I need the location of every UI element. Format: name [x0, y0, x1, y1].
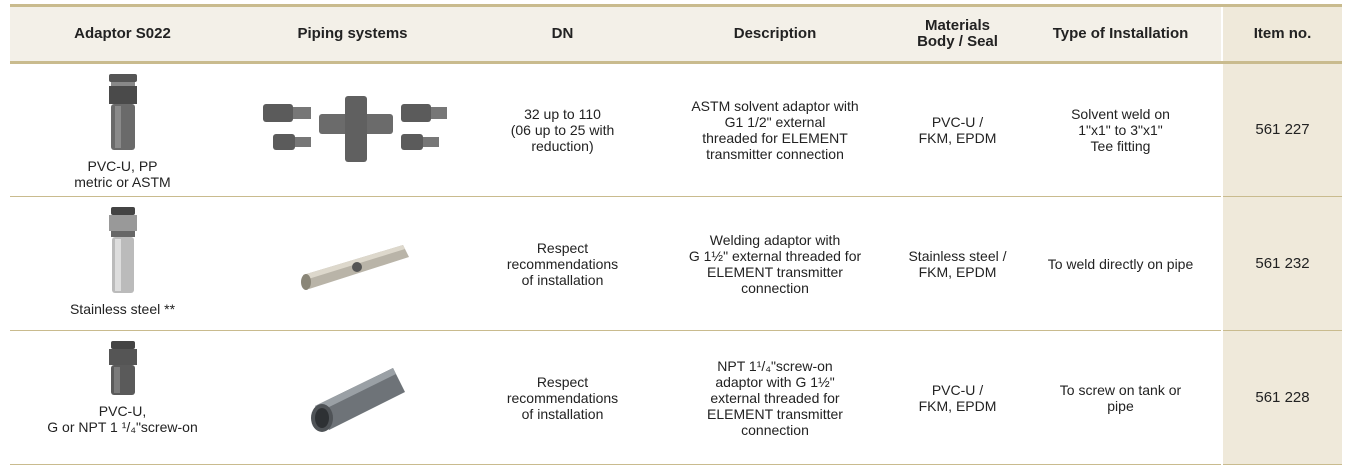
- cell-text: Type of Installation: [1052, 25, 1189, 42]
- header-cell: Item no.: [1221, 4, 1342, 64]
- header-cell: DN: [470, 4, 655, 64]
- adaptor-cell: Stainless steel **: [10, 196, 235, 331]
- piping-cell: [235, 62, 470, 197]
- header-cell: Materials Body / Seal: [895, 4, 1020, 64]
- dn-cell: Respect recommendations of installation: [470, 196, 655, 331]
- header-row: Adaptor S022 Piping systems DN Descripti…: [10, 4, 1342, 64]
- header-cell: Piping systems: [235, 4, 470, 64]
- cell-text: G 1½" external threaded for: [688, 247, 862, 264]
- installation-cell: Solvent weld on 1"x1" to 3"x1" Tee fitting: [1020, 62, 1222, 197]
- cell-text: adaptor with G 1½": [715, 373, 835, 390]
- cell-text: G or NPT 1 ¹/₄"screw-on: [47, 419, 198, 435]
- cell-text: DN: [551, 25, 574, 42]
- adaptor-cell: PVC-U, G or NPT 1 ¹/₄"screw-on: [10, 330, 235, 465]
- cell-text: 32 up to 110: [524, 106, 601, 122]
- description-cell: ASTM solvent adaptor with G1 1/2" externa…: [655, 62, 895, 197]
- adaptor-icon: [108, 74, 137, 150]
- row: Stainless steel ** Respect recommendation…: [10, 196, 1342, 331]
- description-cell: NPT 1¹/₄"screw-on adaptor with G 1½" exter…: [655, 330, 895, 465]
- cell-text: PVC-U,: [98, 403, 147, 419]
- cell-text: 1"x1" to 3"x1": [1078, 122, 1163, 138]
- materials-cell: PVC-U / FKM, EPDM: [895, 62, 1020, 197]
- installation-cell: To screw on tank or pipe: [1020, 330, 1222, 465]
- cell-text: Stainless steel /: [908, 247, 1007, 264]
- header-cell: Adaptor S022: [10, 4, 235, 64]
- cell-text: reduction): [531, 138, 594, 154]
- description-cell: Welding adaptor with G 1½" external threa…: [655, 196, 895, 331]
- cell-text: of installation: [521, 405, 604, 422]
- item-cell: 561 228: [1221, 330, 1342, 465]
- piping-cell: [235, 196, 470, 331]
- materials-cell: Stainless steel / FKM, EPDM: [895, 196, 1020, 331]
- piping-icon: [300, 245, 409, 290]
- cell-text: 561 227: [1255, 121, 1310, 138]
- cell-text: recommendations: [506, 255, 619, 272]
- row: PVC-U, PP metric or ASTM 32 up to 110 (06 …: [10, 62, 1342, 197]
- adaptor-icon: [108, 341, 137, 395]
- cell-text: Solvent weld on: [1071, 106, 1170, 122]
- header-cell: Description: [655, 4, 895, 64]
- cell-text: To weld directly on pipe: [1047, 255, 1194, 272]
- cell-text: G1 1/2" external: [724, 114, 826, 130]
- installation-cell: To weld directly on pipe: [1020, 196, 1222, 331]
- cell-text: threaded for ELEMENT: [702, 130, 848, 146]
- cell-text: Description: [733, 25, 817, 42]
- cell-text: (06 up to 25 with: [510, 122, 615, 138]
- cell-text: ELEMENT transmitter: [707, 405, 843, 422]
- piping-cell: [235, 330, 470, 465]
- adaptor-cell: PVC-U, PP metric or ASTM: [10, 62, 235, 197]
- header-cell: Type of Installation: [1020, 4, 1222, 64]
- cell-text: Welding adaptor with: [709, 231, 841, 248]
- piping-icon: [310, 368, 405, 432]
- materials-cell: PVC-U / FKM, EPDM: [895, 330, 1020, 465]
- cell-text: Respect: [536, 373, 589, 390]
- piping-icon: [262, 95, 447, 162]
- cell-text: Materials: [924, 17, 991, 34]
- cell-text: Adaptor S022: [74, 25, 171, 42]
- cell-text: connection: [741, 421, 809, 438]
- dn-cell: Respect recommendations of installation: [470, 330, 655, 465]
- cell-text: Piping systems: [297, 25, 408, 42]
- cell-text: Body / Seal: [917, 33, 998, 50]
- cell-text: ASTM solvent adaptor with: [691, 98, 859, 114]
- cell-text: 561 232: [1255, 254, 1310, 272]
- item-cell: 561 232: [1221, 196, 1342, 331]
- cell-text: Respect: [536, 239, 589, 256]
- dn-cell: 32 up to 110 (06 up to 25 with reduction): [470, 62, 655, 197]
- cell-text: of installation: [521, 271, 604, 288]
- cell-text: PVC-U /: [931, 114, 984, 130]
- cell-text: FKM, EPDM: [918, 130, 997, 146]
- cell-text: transmitter connection: [706, 146, 844, 162]
- cell-text: Item no.: [1253, 25, 1312, 42]
- cell-text: pipe: [1107, 397, 1134, 414]
- cell-text: connection: [741, 279, 809, 296]
- cell-text: To screw on tank or: [1059, 381, 1182, 398]
- row: PVC-U, G or NPT 1 ¹/₄"screw-on Respect rec…: [10, 330, 1342, 465]
- product-table: Adaptor S022 Piping systems DN Descripti…: [10, 4, 1342, 465]
- cell-text: external threaded for: [710, 389, 840, 406]
- cell-text: ELEMENT transmitter: [707, 263, 843, 280]
- cell-text: recommendations: [506, 389, 619, 406]
- item-cell: 561 227: [1221, 62, 1342, 197]
- cell-text: FKM, EPDM: [918, 397, 997, 414]
- cell-text: NPT 1¹/₄"screw-on: [717, 357, 833, 374]
- cell-text: PVC-U /: [931, 381, 984, 398]
- cell-text: Tee fitting: [1090, 138, 1151, 154]
- cell-text: FKM, EPDM: [918, 263, 997, 280]
- cell-text: Stainless steel **: [69, 301, 176, 317]
- cell-text: metric or ASTM: [74, 174, 171, 190]
- adaptor-icon: [108, 207, 137, 293]
- cell-text: PVC-U, PP: [87, 158, 158, 174]
- cell-text: 561 228: [1255, 388, 1310, 406]
